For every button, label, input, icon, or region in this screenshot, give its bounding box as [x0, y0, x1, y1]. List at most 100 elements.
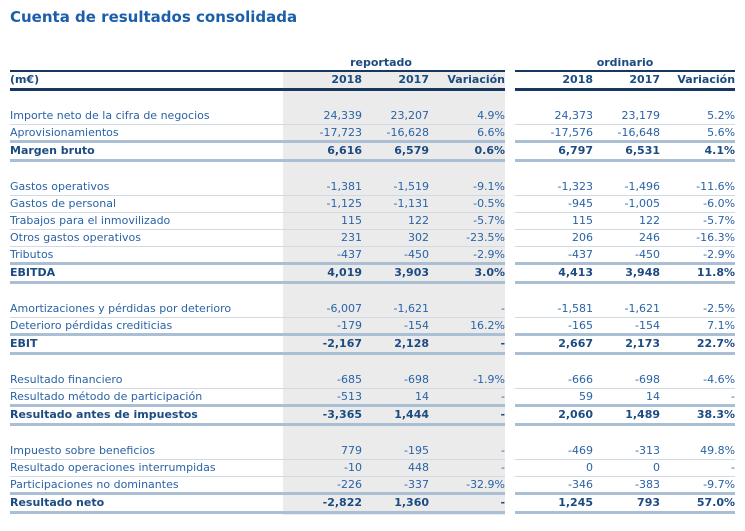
row-label: EBIT	[10, 332, 283, 355]
cell-ordinario-variacion: 4.1%	[660, 139, 736, 162]
cell-reportado-2018: 4,019	[283, 261, 362, 284]
cell-reportado-variacion: 4.9%	[429, 107, 506, 125]
cell-ordinario-variacion: -16.3%	[660, 229, 736, 247]
column-gap	[505, 71, 516, 89]
cell-ordinario-2017: 793	[593, 491, 661, 514]
cell-ordinario-variacion: -2.9%	[660, 246, 736, 264]
cell-reportado-2018	[283, 89, 362, 107]
cell-ordinario-2018: 0	[515, 459, 594, 477]
cell-ordinario-2018: 2,667	[515, 332, 594, 355]
row-label: Resultado antes de impuestos	[10, 403, 283, 426]
table-row: Resultado financiero -685 -698 -1.9% -666 -69…	[10, 371, 736, 389]
cell-ordinario-variacion	[660, 89, 735, 107]
cell-ordinario-2018: -469	[515, 442, 594, 460]
row-label: Deterioro pérdidas crediticias	[10, 317, 283, 335]
column-header-reportado-variacion: Variación	[429, 71, 506, 91]
cell-ordinario-variacion: -11.6%	[660, 178, 736, 196]
spacer-row	[10, 282, 735, 300]
group-header-row: reportado ordinario	[10, 55, 736, 72]
cell-reportado-variacion: 6.6%	[429, 124, 506, 142]
cell-reportado-2017: -195	[362, 442, 429, 460]
cell-ordinario-2018: -437	[515, 246, 594, 264]
row-label	[10, 353, 283, 371]
cell-ordinario-2017: -16,648	[593, 124, 661, 142]
cell-ordinario-2018: -17,576	[515, 124, 594, 142]
cell-ordinario-2018: -1,323	[515, 178, 594, 196]
cell-reportado-2018: -17,723	[283, 124, 362, 142]
cell-reportado-2017: -154	[362, 317, 429, 335]
cell-ordinario-variacion: -5.7%	[660, 212, 736, 230]
cell-ordinario-2018: -165	[515, 317, 594, 335]
table-row: Resultado operaciones interrumpidas -10 44…	[10, 459, 736, 477]
spacer-cell	[505, 512, 516, 515]
row-label: Resultado financiero	[10, 371, 283, 389]
spacer-cell	[429, 512, 506, 515]
cell-reportado-2017: 14	[362, 388, 429, 406]
cell-reportado-2018: 779	[283, 442, 362, 460]
cell-reportado-2017: 122	[362, 212, 429, 230]
cell-reportado-2018: -6,007	[283, 300, 362, 318]
cell-ordinario-2017: -1,005	[593, 195, 661, 213]
column-gap	[505, 459, 516, 476]
cell-ordinario-variacion: -6.0%	[660, 195, 736, 213]
total-row: Margen bruto 6,616 6,579 0.6% 6,797 6,531 4.1%	[10, 139, 736, 162]
cell-ordinario-2017: -383	[593, 476, 661, 494]
cell-ordinario-variacion: 22.7%	[660, 332, 736, 355]
column-gap	[505, 317, 516, 334]
cell-ordinario-2017: -450	[593, 246, 661, 264]
table-row: Otros gastos operativos 231 302 -23.5% 206 24…	[10, 229, 736, 247]
row-label: Amortizaciones y pérdidas por deterioro	[10, 300, 283, 318]
row-label: Tributos	[10, 246, 283, 264]
cell-reportado-2018: 24,339	[283, 107, 362, 125]
cell-ordinario-2017	[593, 424, 660, 442]
table-row: Aprovisionamientos -17,723 -16,628 6.6% -17,…	[10, 124, 736, 142]
cell-ordinario-2017: -313	[593, 442, 661, 460]
cell-ordinario-2017: 23,179	[593, 107, 661, 125]
cell-reportado-variacion: -	[429, 388, 506, 406]
cell-ordinario-2018: 4,413	[515, 261, 594, 284]
table-row: Deterioro pérdidas crediticias -179 -154 16…	[10, 317, 736, 335]
cell-ordinario-2017: -154	[593, 317, 661, 335]
column-gap	[505, 246, 516, 263]
spacer-cell	[10, 512, 283, 515]
column-header-reportado-2017: 2017	[362, 71, 429, 91]
group-header-reportado: reportado	[283, 55, 506, 72]
column-gap	[505, 371, 516, 388]
cell-reportado-2018: -685	[283, 371, 362, 389]
row-label: Impuesto sobre beneficios	[10, 442, 283, 460]
cell-ordinario-2017: -1,496	[593, 178, 661, 196]
cell-ordinario-2018	[515, 160, 593, 178]
cell-reportado-2017: -1,621	[362, 300, 429, 318]
column-header-ordinario-variacion: Variación	[660, 71, 736, 91]
cell-reportado-2018: -2,822	[283, 491, 362, 514]
spacer-row	[10, 89, 735, 107]
cell-reportado-2017: 23,207	[362, 107, 429, 125]
cell-reportado-2018	[283, 160, 362, 178]
cell-reportado-2017: -698	[362, 371, 429, 389]
column-gap	[505, 195, 516, 212]
cell-reportado-variacion: -0.5%	[429, 195, 506, 213]
cell-reportado-2017	[362, 353, 429, 371]
cell-ordinario-variacion: 38.3%	[660, 403, 736, 426]
cell-ordinario-2018	[515, 353, 593, 371]
cell-ordinario-2018: 115	[515, 212, 594, 230]
cell-ordinario-2018: 6,797	[515, 139, 594, 162]
column-gap	[505, 107, 516, 124]
cell-reportado-variacion: 16.2%	[429, 317, 506, 335]
table-row: Resultado método de participación -513 14-…	[10, 388, 736, 406]
cell-reportado-variacion: -1.9%	[429, 371, 506, 389]
column-gap	[505, 124, 516, 141]
row-label: Gastos de personal	[10, 195, 283, 213]
group-header-spacer	[10, 55, 283, 72]
cell-ordinario-2018: 59	[515, 388, 594, 406]
cell-reportado-2017: -1,519	[362, 178, 429, 196]
table-row: Impuesto sobre beneficios 779 -195- -469 -31…	[10, 442, 736, 460]
column-gap	[505, 55, 516, 71]
row-label: Trabajos para el inmovilizado	[10, 212, 283, 230]
cell-reportado-variacion	[429, 160, 506, 178]
column-header-reportado-2018: 2018	[283, 71, 362, 91]
column-gap	[505, 160, 516, 178]
spacer-row	[10, 160, 735, 178]
cell-reportado-variacion	[429, 89, 506, 107]
spacer-row	[10, 512, 735, 515]
